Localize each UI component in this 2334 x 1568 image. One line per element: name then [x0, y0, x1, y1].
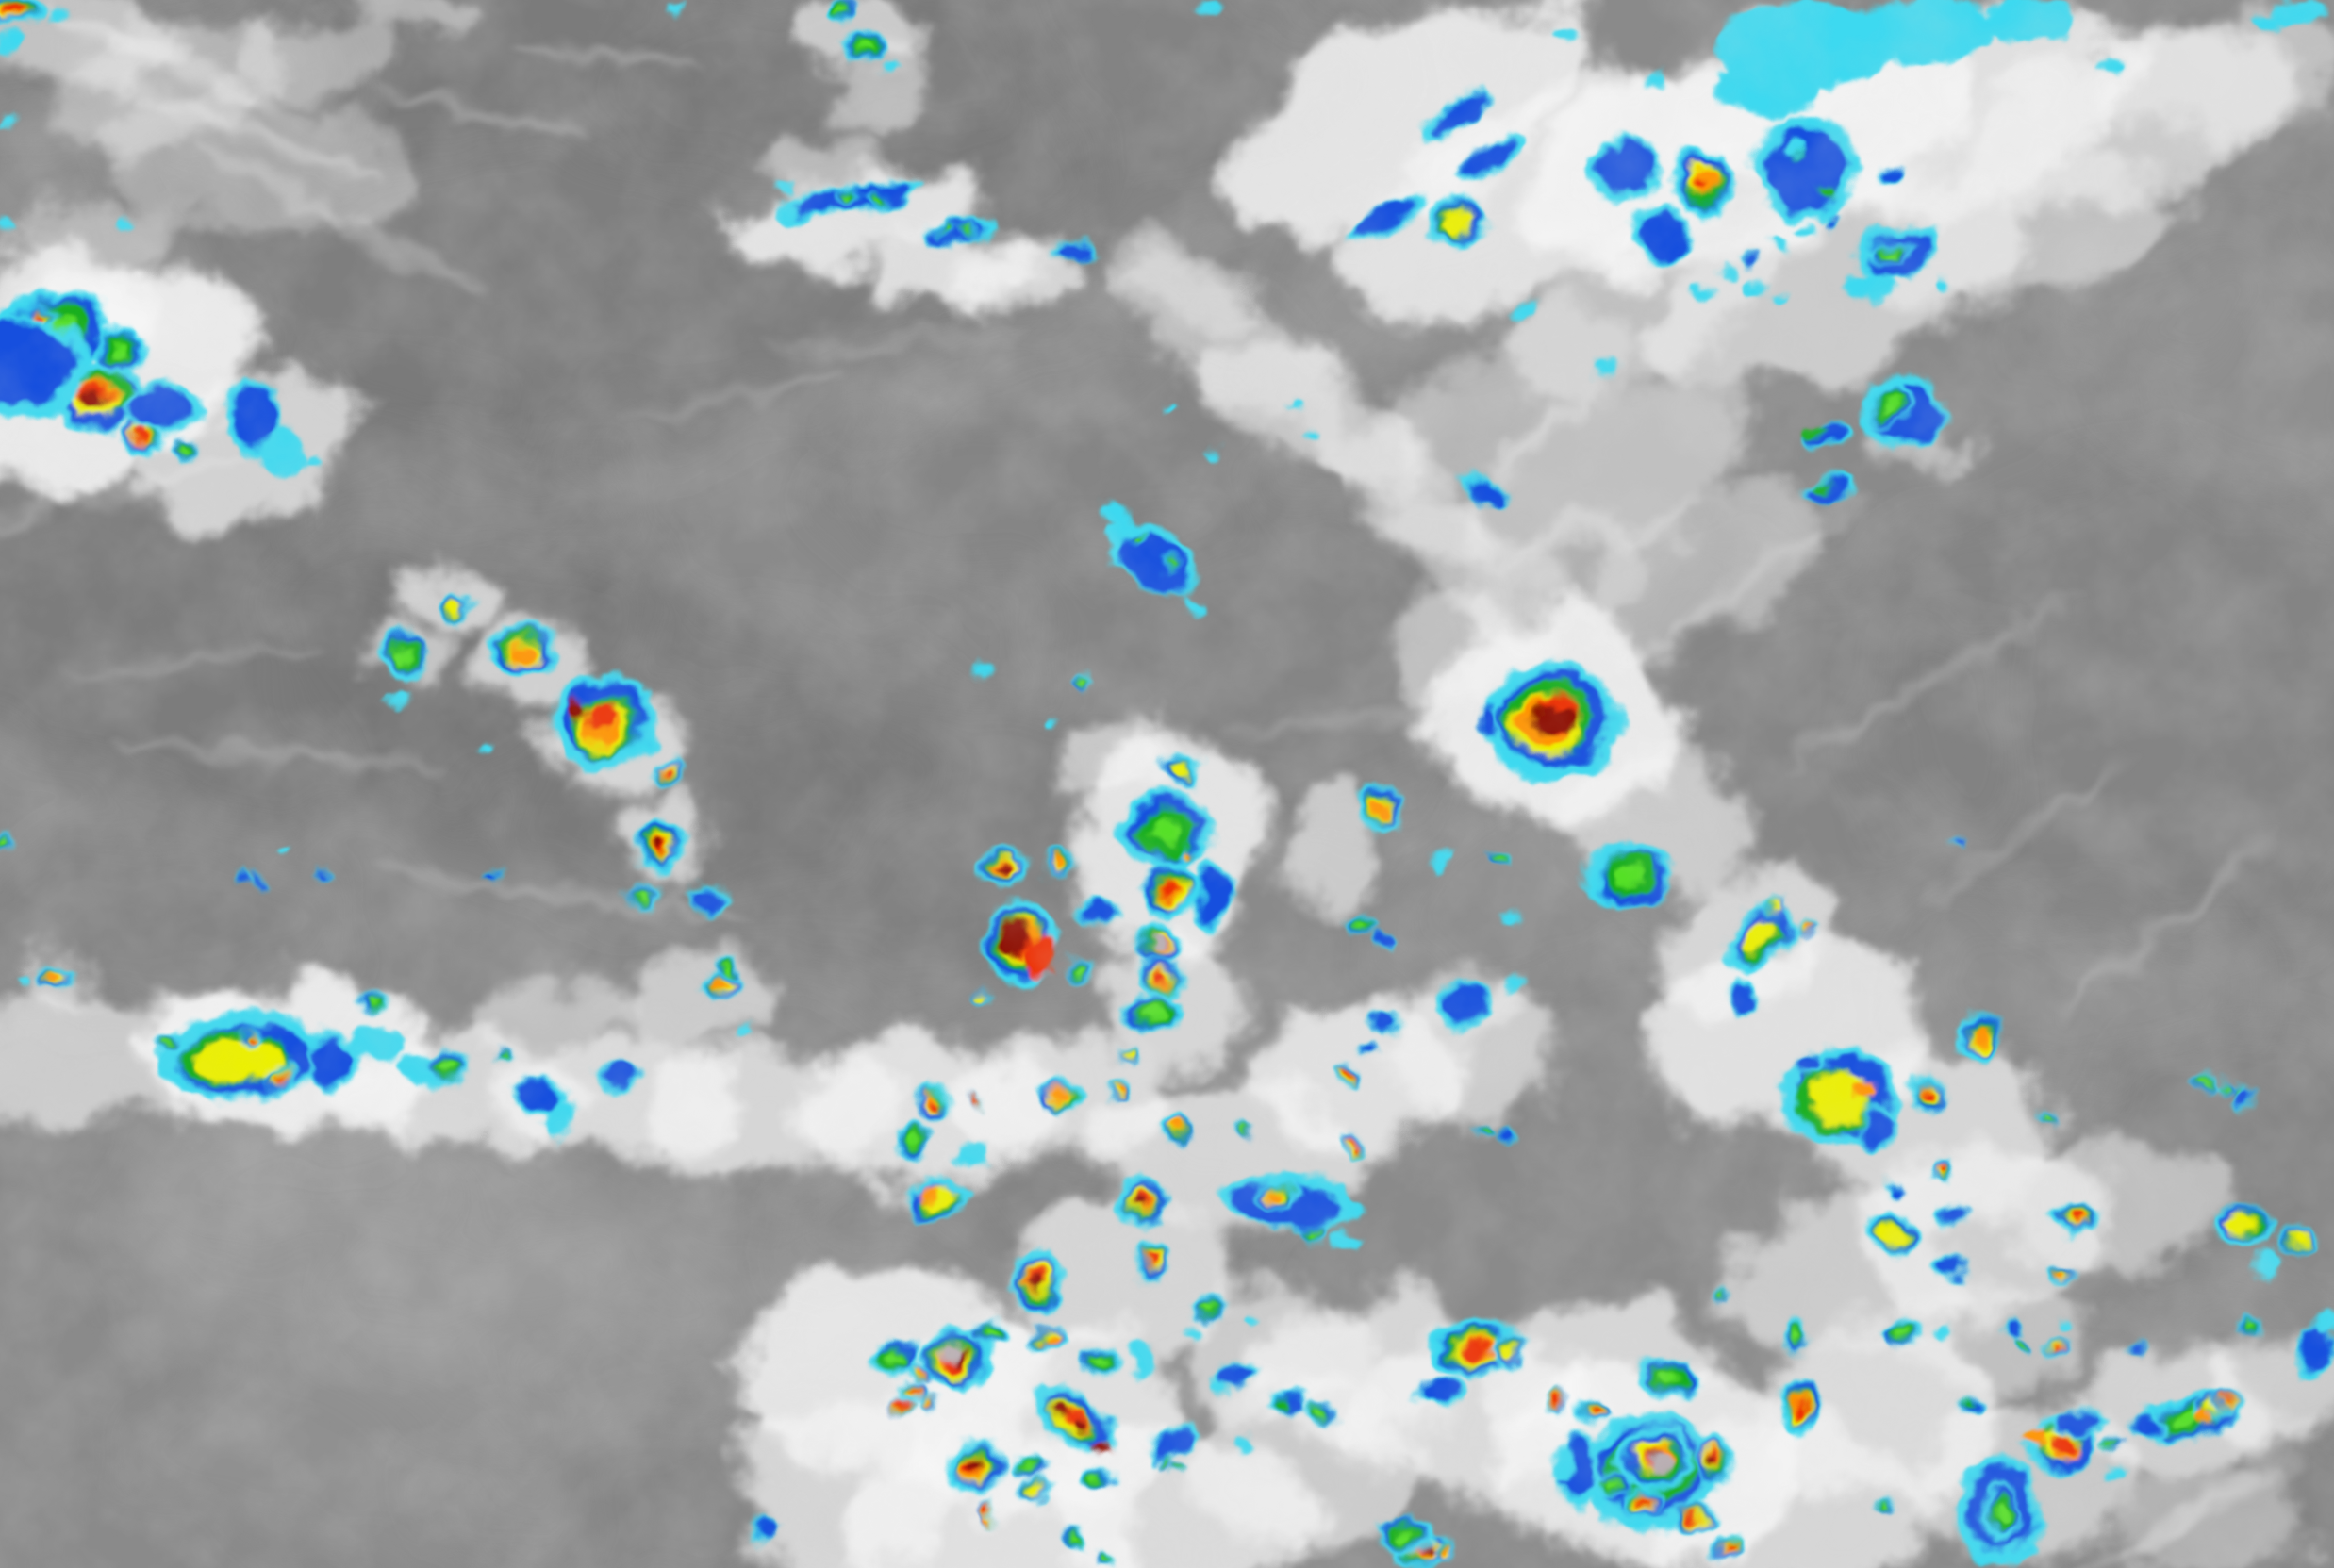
film-grain-texture-overlay — [0, 0, 2334, 1568]
ir-satellite-image — [0, 0, 2334, 1568]
satellite-image-viewport — [0, 0, 2334, 1568]
